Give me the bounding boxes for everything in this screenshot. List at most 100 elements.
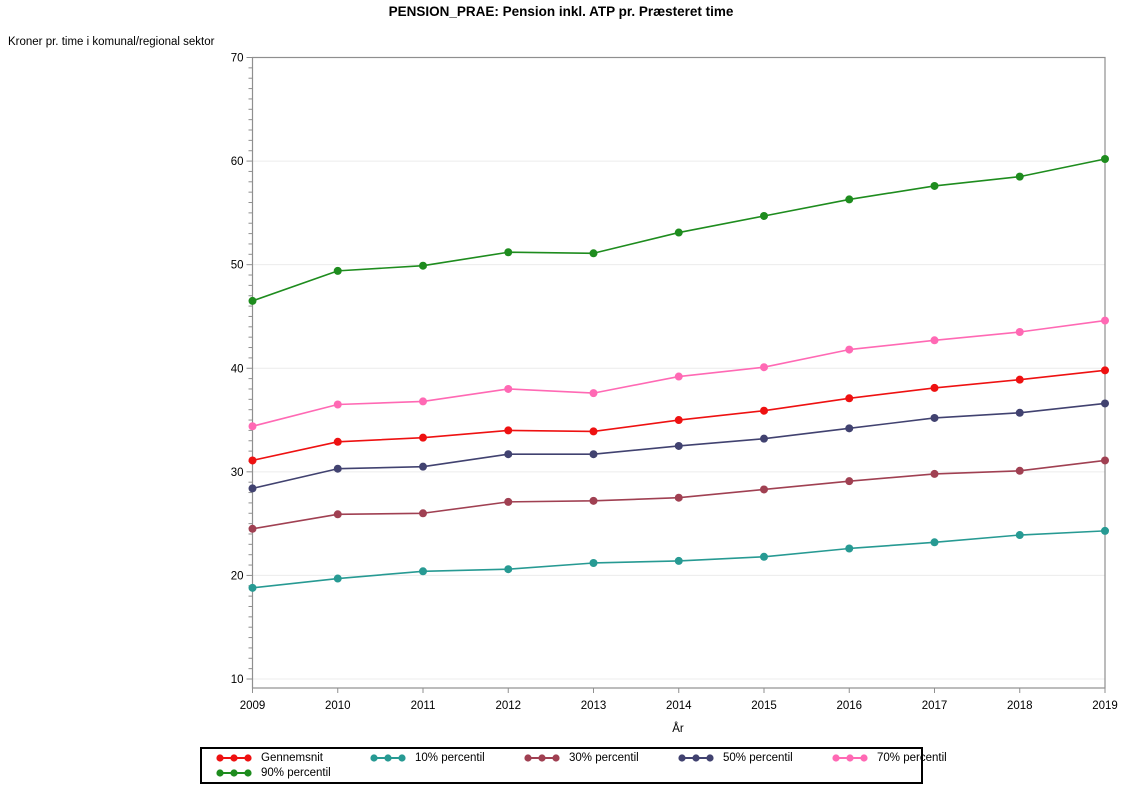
data-point: [1015, 172, 1024, 181]
legend-marker-dot: [370, 754, 378, 762]
legend-row: 90% percentil: [214, 767, 921, 779]
data-point: [419, 261, 427, 270]
x-tick-label: 2014: [666, 700, 692, 712]
data-point: [674, 556, 683, 565]
x-tick-label: 2009: [240, 700, 266, 712]
data-point: [760, 211, 768, 220]
data-point: [333, 266, 342, 275]
data-point: [674, 372, 683, 381]
pension-line-chart: PENSION_PRAE: Pension inkl. ATP pr. Præs…: [8, 4, 1118, 735]
y-tick-label: 20: [231, 570, 244, 582]
legend-label: 90% percentil: [261, 767, 331, 779]
legend-marker-dot: [846, 754, 854, 762]
data-point: [248, 484, 257, 493]
data-point: [930, 181, 939, 190]
x-axis-label: År: [672, 722, 684, 735]
legend-marker-dot: [692, 754, 700, 762]
data-point: [504, 565, 513, 574]
data-point: [930, 336, 939, 345]
data-point: [589, 450, 598, 459]
data-point: [333, 574, 342, 583]
data-point: [333, 510, 342, 519]
y-tick-label: 60: [231, 156, 244, 168]
y-tick-label: 50: [231, 260, 244, 272]
y-tick-label: 30: [231, 467, 244, 479]
data-point: [1015, 327, 1024, 336]
legend-marker-dot: [552, 754, 560, 762]
data-point: [845, 477, 854, 486]
data-point: [930, 538, 939, 547]
data-point: [248, 524, 257, 533]
legend-series-marker-icon: [524, 754, 560, 762]
data-point: [760, 485, 768, 494]
data-point: [1101, 456, 1109, 465]
data-point: [930, 413, 939, 422]
legend-series-marker-icon: [216, 769, 252, 777]
data-point: [419, 397, 427, 406]
x-tick-label: 2010: [325, 700, 351, 712]
legend-marker-dot: [230, 769, 238, 777]
legend-label: Gennemsnit: [261, 752, 324, 764]
x-tick-label: 2011: [411, 700, 436, 712]
data-point: [248, 422, 257, 431]
x-tick-label: 2013: [581, 700, 607, 712]
data-point: [1101, 526, 1109, 535]
legend-series-marker-icon: [216, 754, 252, 762]
data-point: [1015, 531, 1024, 540]
x-tick-label: 2019: [1092, 700, 1118, 712]
data-point: [589, 496, 598, 505]
data-point: [1101, 316, 1109, 325]
data-point: [504, 497, 513, 506]
data-point: [589, 558, 598, 567]
data-point: [248, 583, 257, 592]
legend-label: 30% percentil: [569, 752, 639, 764]
legend-marker-dot: [706, 754, 714, 762]
data-point: [845, 394, 854, 403]
data-point: [1015, 408, 1024, 417]
legend-item-10-percentil: 10% percentil: [368, 752, 522, 764]
legend-item-gennemsnit: Gennemsnit: [214, 752, 368, 764]
data-point: [504, 450, 513, 459]
data-point: [504, 426, 513, 435]
y-tick-label: 70: [231, 53, 244, 65]
data-point: [760, 363, 768, 372]
data-point: [674, 416, 683, 425]
data-point: [674, 228, 683, 237]
data-point: [248, 456, 257, 465]
y-tick-label: 40: [231, 363, 244, 375]
x-tick-label: 2015: [751, 700, 777, 712]
data-point: [419, 462, 427, 471]
y-axis-label: Kroner pr. time i komunal/regional sekto…: [8, 36, 215, 48]
data-point: [1101, 366, 1109, 375]
legend-series-marker-icon: [832, 754, 868, 762]
legend-label: 50% percentil: [723, 752, 793, 764]
chart-title: PENSION_PRAE: Pension inkl. ATP pr. Præs…: [389, 4, 734, 19]
data-point: [845, 345, 854, 354]
legend-row: Gennemsnit 10% percentil 30% percentil 50% …: [214, 752, 947, 764]
legend-marker-dot: [524, 754, 532, 762]
data-point: [1101, 399, 1109, 408]
x-tick-label: 2016: [836, 700, 862, 712]
x-tick-label: 2012: [495, 700, 521, 712]
data-point: [419, 567, 427, 576]
data-point: [248, 296, 257, 305]
legend-item-90-percentil: 90% percentil: [214, 767, 368, 779]
data-point: [333, 400, 342, 409]
legend-marker-dot: [230, 754, 238, 762]
legend-item-50-percentil: 50% percentil: [676, 752, 830, 764]
legend-marker-dot: [860, 754, 868, 762]
data-point: [504, 248, 513, 257]
data-point: [1101, 155, 1109, 164]
data-point: [1015, 466, 1024, 475]
legend-marker-dot: [398, 754, 406, 762]
y-tick-label: 10: [231, 674, 244, 686]
data-point: [504, 384, 513, 393]
data-point: [333, 437, 342, 446]
data-point: [674, 441, 683, 450]
data-point: [845, 544, 854, 553]
data-point: [589, 427, 598, 436]
legend-marker-dot: [244, 769, 252, 777]
data-point: [845, 424, 854, 433]
legend-series-marker-icon: [678, 754, 714, 762]
